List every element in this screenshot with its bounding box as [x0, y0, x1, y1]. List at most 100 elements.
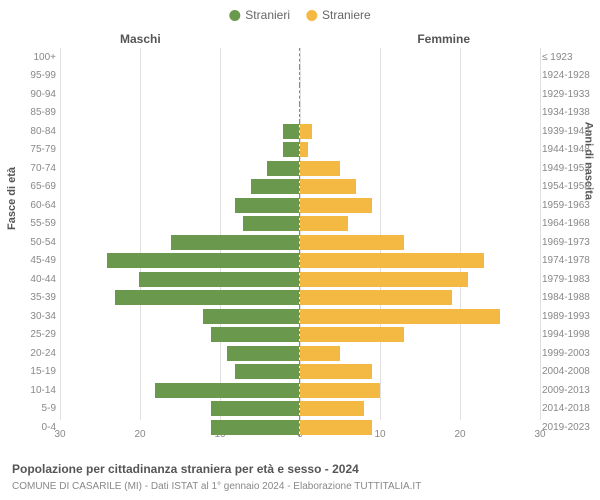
female-bar-wrap: [300, 159, 540, 178]
male-bar: [211, 327, 299, 342]
male-bar: [115, 290, 299, 305]
birth-year-label: 1934-1938: [542, 107, 598, 118]
male-bar: [155, 383, 299, 398]
male-bar: [251, 179, 299, 194]
pyramid-row: 85-891934-1938: [60, 104, 540, 123]
pyramid-row: 0-42019-2023: [60, 418, 540, 437]
male-bar-wrap: [60, 252, 300, 271]
column-header-male: Maschi: [120, 32, 161, 46]
female-bar: [300, 327, 404, 342]
male-bar-wrap: [60, 85, 300, 104]
pyramid-row: 60-641959-1963: [60, 196, 540, 215]
birth-year-label: 2014-2018: [542, 403, 598, 414]
age-label: 80-84: [6, 126, 56, 137]
male-bar-wrap: [60, 141, 300, 160]
birth-year-label: 2019-2023: [542, 422, 598, 433]
female-bar: [300, 309, 500, 324]
chart-container: Stranieri Straniere Maschi Femmine Fasce…: [0, 0, 600, 500]
chart-area: 3020100102030100+≤ 192395-991924-192890-…: [60, 48, 540, 438]
male-bar: [267, 161, 299, 176]
pyramid-row: 75-791944-1948: [60, 141, 540, 160]
birth-year-label: 1979-1983: [542, 274, 598, 285]
male-bar: [235, 198, 299, 213]
male-bar-wrap: [60, 159, 300, 178]
birth-year-label: 1999-2003: [542, 348, 598, 359]
legend-item-female: Straniere: [306, 8, 371, 22]
pyramid-row: 70-741949-1953: [60, 159, 540, 178]
age-label: 70-74: [6, 163, 56, 174]
female-bar: [300, 401, 364, 416]
age-label: 45-49: [6, 255, 56, 266]
age-label: 0-4: [6, 422, 56, 433]
pyramid-row: 80-841939-1943: [60, 122, 540, 141]
age-label: 65-69: [6, 181, 56, 192]
female-bar: [300, 253, 484, 268]
age-label: 60-64: [6, 200, 56, 211]
birth-year-label: 1969-1973: [542, 237, 598, 248]
birth-year-label: ≤ 1923: [542, 52, 598, 63]
female-bar-wrap: [300, 215, 540, 234]
male-bar: [243, 216, 299, 231]
male-bar-wrap: [60, 196, 300, 215]
female-bar: [300, 346, 340, 361]
age-label: 85-89: [6, 107, 56, 118]
female-bar: [300, 364, 372, 379]
male-bar: [283, 124, 299, 139]
age-label: 95-99: [6, 70, 56, 81]
age-label: 5-9: [6, 403, 56, 414]
age-label: 15-19: [6, 366, 56, 377]
male-bar-wrap: [60, 67, 300, 86]
age-label: 25-29: [6, 329, 56, 340]
female-bar-wrap: [300, 289, 540, 308]
pyramid-row: 25-291994-1998: [60, 326, 540, 345]
male-bar-wrap: [60, 233, 300, 252]
male-bar-wrap: [60, 289, 300, 308]
female-bar: [300, 290, 452, 305]
female-bar: [300, 272, 468, 287]
male-bar-wrap: [60, 363, 300, 382]
pyramid-row: 15-192004-2008: [60, 363, 540, 382]
birth-year-label: 1959-1963: [542, 200, 598, 211]
male-bar-wrap: [60, 215, 300, 234]
male-bar-wrap: [60, 381, 300, 400]
birth-year-label: 1974-1978: [542, 255, 598, 266]
age-label: 90-94: [6, 89, 56, 100]
birth-year-label: 1954-1958: [542, 181, 598, 192]
female-bar-wrap: [300, 381, 540, 400]
age-label: 50-54: [6, 237, 56, 248]
female-bar: [300, 216, 348, 231]
pyramid-row: 55-591964-1968: [60, 215, 540, 234]
male-bar-wrap: [60, 104, 300, 123]
age-label: 100+: [6, 52, 56, 63]
female-bar-wrap: [300, 363, 540, 382]
pyramid-row: 5-92014-2018: [60, 400, 540, 419]
female-bar: [300, 198, 372, 213]
male-bar: [227, 346, 299, 361]
birth-year-label: 1984-1988: [542, 292, 598, 303]
female-bar: [300, 124, 312, 139]
male-bar: [283, 142, 299, 157]
male-bar-wrap: [60, 270, 300, 289]
pyramid-row: 90-941929-1933: [60, 85, 540, 104]
male-bar-wrap: [60, 122, 300, 141]
male-bar-wrap: [60, 400, 300, 419]
female-bar-wrap: [300, 400, 540, 419]
female-bar-wrap: [300, 344, 540, 363]
pyramid-row: 65-691954-1958: [60, 178, 540, 197]
pyramid-row: 45-491974-1978: [60, 252, 540, 271]
female-bar-wrap: [300, 85, 540, 104]
male-bar: [235, 364, 299, 379]
pyramid-row: 100+≤ 1923: [60, 48, 540, 67]
legend-label-female: Straniere: [322, 8, 371, 22]
age-label: 40-44: [6, 274, 56, 285]
age-label: 10-14: [6, 385, 56, 396]
male-bar-wrap: [60, 307, 300, 326]
pyramid-row: 30-341989-1993: [60, 307, 540, 326]
pyramid-row: 95-991924-1928: [60, 67, 540, 86]
male-bar: [211, 401, 299, 416]
pyramid-row: 20-241999-2003: [60, 344, 540, 363]
legend: Stranieri Straniere: [229, 8, 370, 22]
legend-label-male: Stranieri: [245, 8, 290, 22]
female-bar: [300, 383, 380, 398]
birth-year-label: 2009-2013: [542, 385, 598, 396]
